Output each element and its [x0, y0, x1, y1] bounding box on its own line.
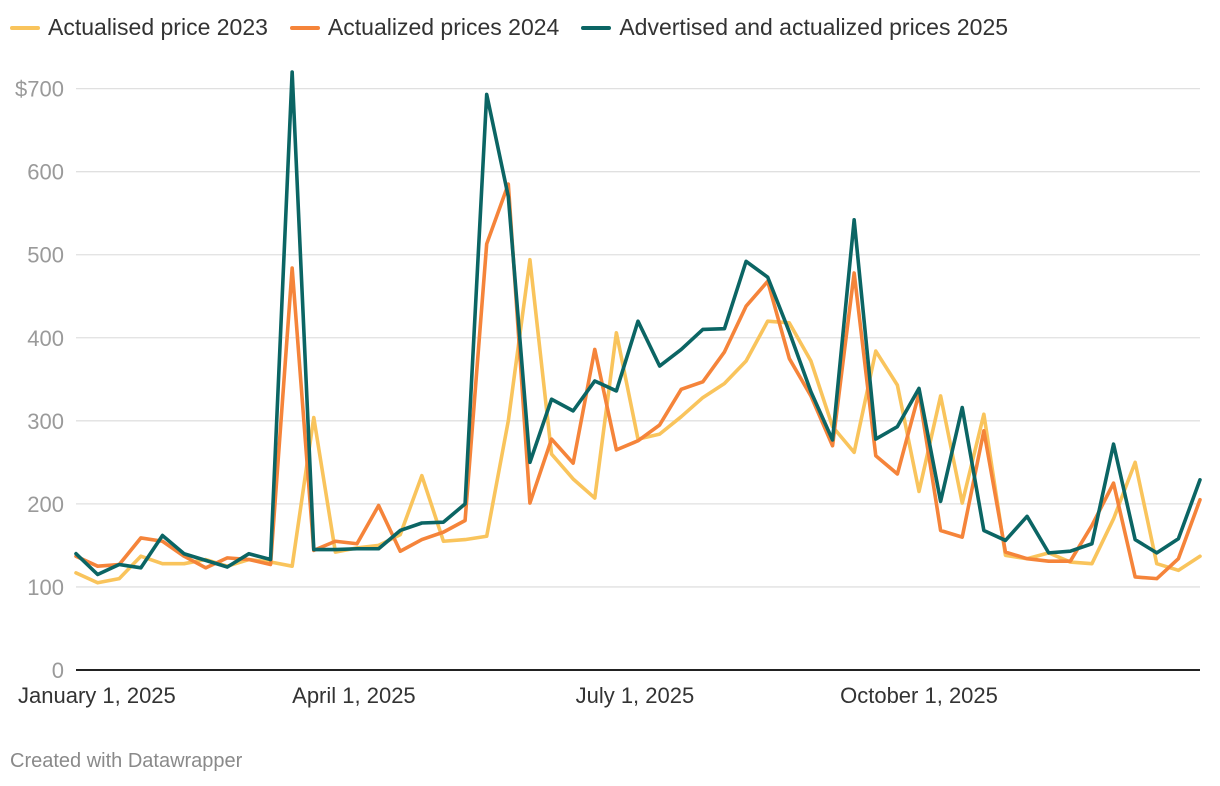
x-tick-label-0: January 1, 2025	[18, 683, 176, 708]
legend-swatch-3	[581, 25, 612, 30]
legend-swatch-1	[10, 25, 40, 30]
legend-item-2: Actualized prices 2024	[289, 14, 560, 41]
legend-label-1: Actualised price 2023	[48, 14, 268, 40]
legend-swatch-2	[289, 25, 320, 30]
y-tick-label-600: 600	[27, 160, 64, 185]
x-tick-label-2: July 1, 2025	[576, 683, 695, 708]
y-tick-label-100: 100	[27, 575, 64, 600]
x-tick-label-1: April 1, 2025	[292, 683, 416, 708]
legend-label-3: Advertised and actualized prices 2025	[619, 14, 1009, 40]
x-tick-label-3: October 1, 2025	[840, 683, 998, 708]
y-tick-label-200: 200	[27, 492, 64, 517]
y-tick-label-0: 0	[52, 658, 64, 683]
y-tick-label-300: 300	[27, 409, 64, 434]
y-tick-label-500: 500	[27, 243, 64, 268]
series-line-3	[74, 70, 1202, 577]
legend-item-3: Advertised and actualized prices 2025	[581, 14, 1008, 41]
legend-item-1: Actualised price 2023	[10, 14, 268, 41]
series-line-2	[74, 182, 1202, 581]
legend-label-2: Actualized prices 2024	[327, 14, 560, 40]
credit-text: Created with Datawrapper	[10, 750, 243, 772]
y-tick-label-700: $700	[15, 77, 64, 102]
chart-legend: Actualised price 2023 Actualized prices 2…	[10, 14, 1030, 41]
y-tick-label-400: 400	[27, 326, 64, 351]
